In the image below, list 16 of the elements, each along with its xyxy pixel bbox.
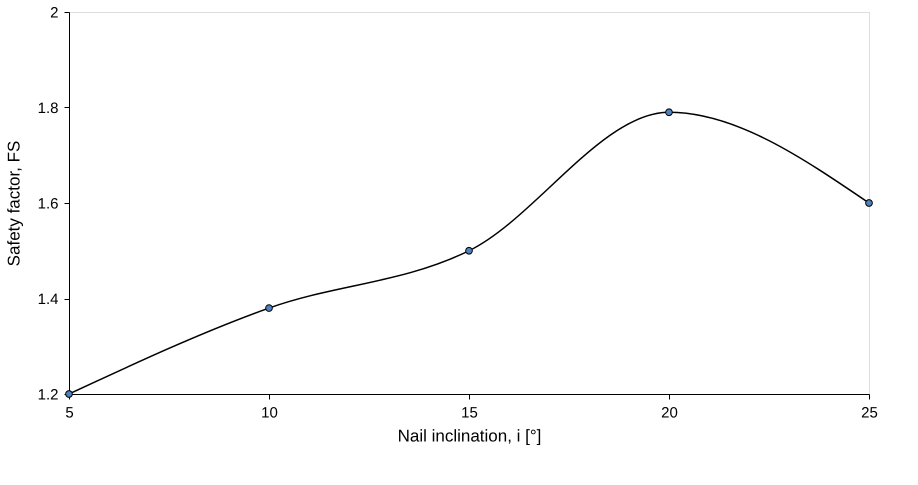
x-tick-label: 20: [661, 404, 678, 422]
y-tick-label: 1.6: [38, 196, 58, 212]
point: [865, 199, 873, 207]
point: [665, 108, 673, 116]
y-tick-label: 1.2: [38, 386, 58, 404]
x-tick-label: 10: [261, 404, 278, 422]
y-tick-label: 1.4: [38, 291, 58, 308]
y-tick-label: 1.8: [38, 100, 58, 117]
x-axis-title: Nail inclination, i [°]: [398, 426, 542, 446]
point: [465, 246, 473, 255]
x-tick-label: 15: [461, 404, 478, 422]
y-axis-title: Safety factor, FS: [4, 140, 24, 266]
y-tick-label: 2: [50, 4, 58, 22]
x-tick-label: 5: [65, 404, 74, 422]
x-tick-label: 25: [861, 404, 878, 422]
point: [265, 304, 273, 312]
